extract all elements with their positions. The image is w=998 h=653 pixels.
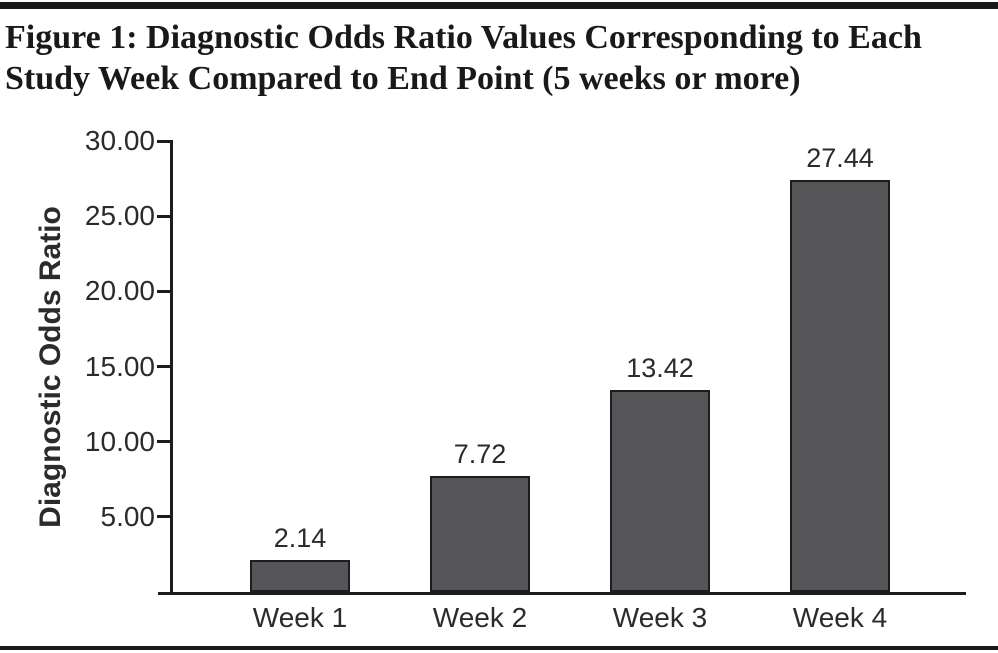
y-tick-30: 30.00: [85, 127, 173, 155]
y-tick-mark: [157, 515, 173, 519]
bar-week-3: [610, 390, 710, 592]
bar-value-label: 27.44: [806, 142, 874, 173]
y-tick-25: 25.00: [85, 202, 173, 230]
y-tick-mark: [157, 440, 173, 444]
y-tick-20: 20.00: [85, 277, 173, 305]
figure-title-line-2: Study Week Compared to End Point (5 week…: [5, 60, 801, 97]
y-tick-label: 20.00: [84, 275, 155, 307]
y-tick-label: 25.00: [84, 200, 155, 232]
x-category-label: Week 4: [792, 602, 888, 633]
x-axis-line: [158, 592, 966, 595]
figure-title: Figure 1: Diagnostic Odds Ratio Values C…: [5, 17, 922, 99]
x-category-label: Week 1: [252, 602, 348, 633]
figure-title-line-1: Figure 1: Diagnostic Odds Ratio Values C…: [5, 19, 922, 56]
y-tick-label: 10.00: [84, 425, 155, 457]
y-tick-10: 10.00: [84, 425, 173, 457]
y-tick-mark: [157, 289, 173, 293]
y-tick-mark: [157, 214, 173, 218]
bar-week-2: [430, 475, 530, 592]
y-tick-15: 15.00: [84, 350, 173, 382]
bar-group-week-4: 27.44 Week 4: [790, 141, 890, 632]
y-tick-mark: [157, 139, 173, 143]
bar-week-4: [790, 179, 890, 592]
y-tick-5: 5.00: [100, 500, 173, 532]
bar-group-week-1: 2.14 Week 1: [250, 141, 350, 632]
bar-chart-plot-area: 5.00 10.00 15.00 20.00 25.00 30.00 2.14 …: [85, 127, 969, 632]
bottom-rule: [0, 646, 998, 650]
bar-week-1: [250, 559, 350, 592]
top-rule: [0, 2, 998, 9]
x-category-label: Week 3: [612, 602, 708, 633]
bar-value-label: 2.14: [273, 522, 327, 553]
y-axis-title: Diagnostic Odds Ratio: [34, 206, 67, 528]
y-tick-label: 5.00: [100, 500, 156, 532]
bar-group-week-3: 13.42 Week 3: [610, 141, 710, 632]
bar-value-label: 7.72: [453, 438, 507, 469]
x-category-label: Week 2: [432, 602, 528, 633]
y-tick-mark: [157, 365, 173, 368]
y-tick-label: 30.00: [84, 125, 155, 156]
bar-group-week-2: 7.72 Week 2: [430, 141, 530, 632]
bar-value-label: 13.42: [626, 353, 694, 384]
y-tick-label: 15.00: [84, 350, 155, 382]
